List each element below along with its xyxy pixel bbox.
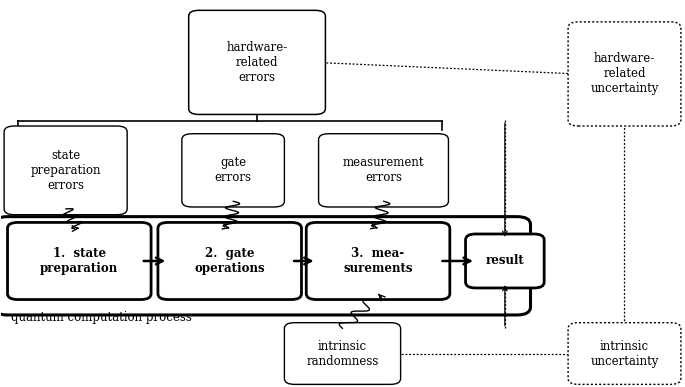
Text: quantum computation process: quantum computation process xyxy=(11,311,192,324)
Text: hardware-
related
uncertainty: hardware- related uncertainty xyxy=(590,53,659,96)
FancyBboxPatch shape xyxy=(284,323,401,384)
Text: result: result xyxy=(486,255,524,267)
FancyBboxPatch shape xyxy=(188,10,325,115)
Text: gate
errors: gate errors xyxy=(214,156,251,184)
Text: state
preparation
errors: state preparation errors xyxy=(30,149,101,192)
FancyBboxPatch shape xyxy=(319,134,449,207)
Text: intrinsic
uncertainty: intrinsic uncertainty xyxy=(590,339,659,368)
FancyBboxPatch shape xyxy=(466,234,544,288)
Text: 2.  gate
operations: 2. gate operations xyxy=(195,247,265,275)
Text: hardware-
related
errors: hardware- related errors xyxy=(227,41,288,84)
FancyBboxPatch shape xyxy=(4,126,127,215)
FancyBboxPatch shape xyxy=(568,22,681,126)
Text: 3.  mea-
surements: 3. mea- surements xyxy=(343,247,413,275)
FancyBboxPatch shape xyxy=(306,223,450,300)
FancyBboxPatch shape xyxy=(568,323,681,384)
FancyBboxPatch shape xyxy=(158,223,301,300)
FancyBboxPatch shape xyxy=(182,134,284,207)
FancyBboxPatch shape xyxy=(0,217,530,315)
Text: intrinsic
randomness: intrinsic randomness xyxy=(306,339,379,368)
FancyBboxPatch shape xyxy=(8,223,151,300)
Text: 1.  state
preparation: 1. state preparation xyxy=(40,247,119,275)
Text: measurement
errors: measurement errors xyxy=(342,156,424,184)
